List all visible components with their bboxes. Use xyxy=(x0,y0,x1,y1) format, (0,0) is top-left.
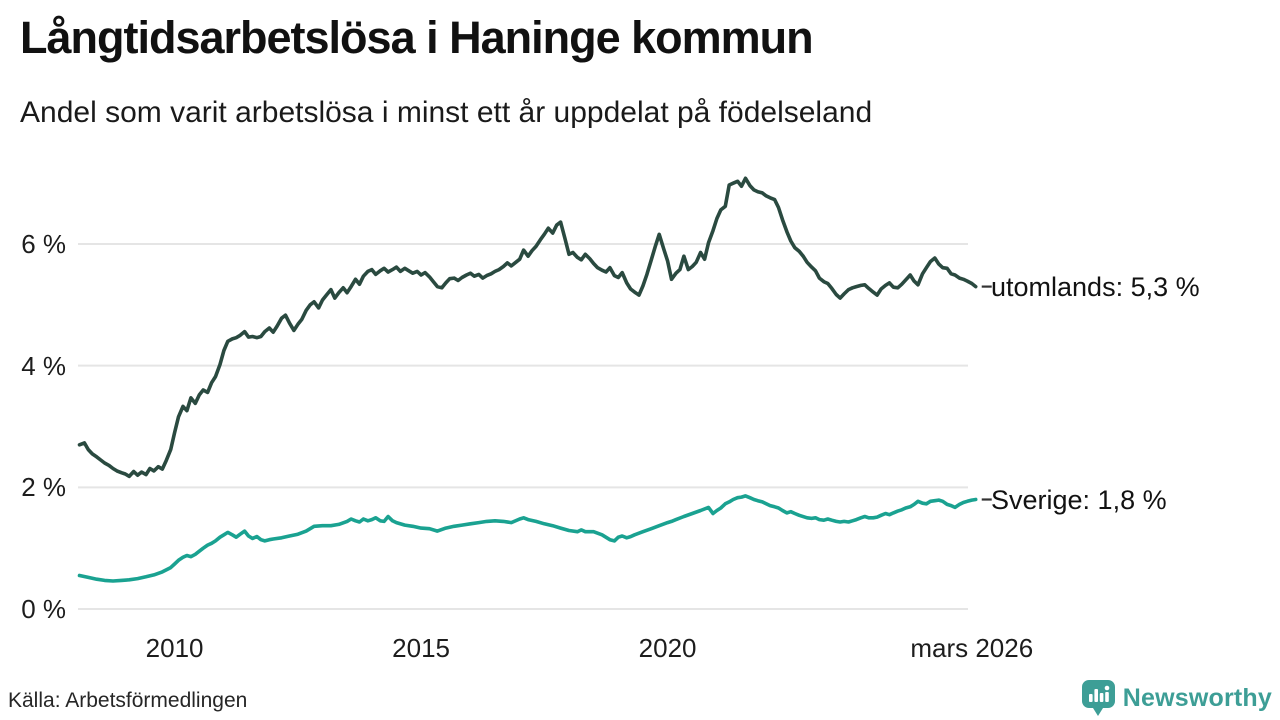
newsworthy-logo-text: Newsworthy xyxy=(1122,683,1272,712)
y-axis-tick-label: 4 % xyxy=(21,350,66,381)
page-title: Långtidsarbetslösa i Haninge kommun xyxy=(20,12,814,63)
x-axis-tick-label: 2015 xyxy=(392,633,451,663)
series-end-label-utomlands: utomlands: 5,3 % xyxy=(991,271,1200,302)
x-axis-tick-label: 2010 xyxy=(145,633,204,663)
newsworthy-logo: Newsworthy xyxy=(1081,680,1272,716)
page-subtitle: Andel som varit arbetslösa i minst ett å… xyxy=(20,96,873,129)
y-axis-tick-label: 2 % xyxy=(21,472,66,503)
series-line-utomlands xyxy=(77,176,978,479)
newsworthy-logo-icon xyxy=(1081,680,1115,716)
x-axis-tick-label: mars 2026 xyxy=(910,633,1034,663)
y-axis-tick-label: 6 % xyxy=(21,229,66,259)
series-line-Sverige xyxy=(77,494,978,583)
y-axis-tick-label: 0 % xyxy=(21,594,66,624)
x-axis-tick-label: 2020 xyxy=(638,633,697,663)
source-note: Källa: Arbetsförmedlingen xyxy=(8,689,248,712)
series-end-label-Sverige: Sverige: 1,8 % xyxy=(991,484,1167,515)
